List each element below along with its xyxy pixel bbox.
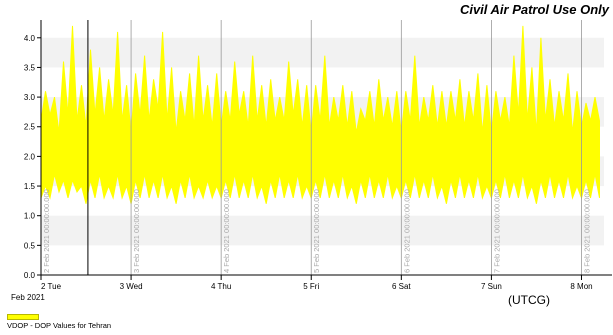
y-ticks: 0.0 0.5 1.0 1.5 2.0 2.5 3.0 3.5 4.0 [24, 34, 41, 280]
y-tick-label: 0.5 [24, 241, 36, 250]
day-label: 4 Feb 2021 00:00:00.000 [222, 189, 231, 273]
x-ticks: 2 Tue 3 Wed 4 Thu 5 Fri 6 Sat 7 Sun 8 Mon Feb 2… [11, 275, 593, 302]
day-label: 8 Feb 2021 00:00:00.000 [582, 189, 591, 273]
y-tick-label: 1.0 [24, 212, 36, 221]
x-tick-label: 7 Sun [481, 282, 502, 291]
y-tick-label: 3.0 [24, 93, 36, 102]
x-tick-label: 3 Wed [120, 282, 143, 291]
series-vdop [40, 25, 600, 204]
y-tick-label: 4.0 [24, 34, 36, 43]
y-tick-label: 2.0 [24, 152, 36, 161]
day-label: 7 Feb 2021 00:00:00.000 [492, 189, 501, 273]
axes [40, 20, 612, 276]
x-axis-label: (UTCG) [508, 293, 550, 307]
x-tick-label: 5 Fri [303, 282, 319, 291]
x-tick-label: 4 Thu [211, 282, 231, 291]
day-label: 5 Feb 2021 00:00:00.000 [312, 189, 321, 273]
day-label: 3 Feb 2021 00:00:00.000 [132, 189, 141, 273]
legend-label: VDOP - DOP Values for Tehran [7, 321, 112, 330]
x-tick-label: 6 Sat [392, 282, 411, 291]
day-label: 2 Feb 2021 00:00:00.000 [42, 189, 51, 273]
chart-title: Civil Air Patrol Use Only [459, 2, 609, 17]
day-lines: 2 Feb 2021 00:00:00.000 3 Feb 2021 00:00:… [40, 20, 591, 275]
y-tick-label: 3.5 [24, 63, 36, 72]
vdop-area [40, 25, 600, 204]
x-tick-sublabel: Feb 2021 [11, 293, 45, 302]
y-tick-label: 1.5 [24, 182, 36, 191]
day-label: 6 Feb 2021 00:00:00.000 [402, 189, 411, 273]
legend-swatch [7, 314, 39, 320]
y-tick-label: 0.0 [24, 271, 36, 280]
grid-band [41, 37, 604, 68]
grid-band [41, 215, 604, 246]
x-tick-label: 8 Mon [570, 282, 592, 291]
x-tick-label: 2 Tue [41, 282, 62, 291]
y-tick-label: 2.5 [24, 123, 36, 132]
